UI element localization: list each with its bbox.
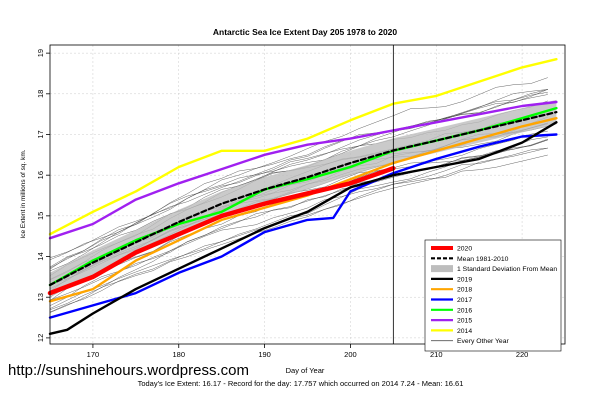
- legend: 2020 Mean 1981-2010 1 Standard Deviation F…: [424, 239, 562, 352]
- y-tick-label: 18: [36, 90, 45, 98]
- legend-label: 1 Standard Deviation From Mean: [457, 266, 557, 273]
- x-tick-label: 190: [258, 350, 271, 359]
- watermark-url: http://sunshinehours.wordpress.com: [8, 362, 249, 379]
- legend-label: 2015: [457, 318, 472, 325]
- x-tick-label: 170: [87, 350, 100, 359]
- x-tick-label: 210: [430, 350, 443, 359]
- legend-label: 2017: [457, 297, 472, 304]
- series-line-2017: [48, 133, 558, 319]
- every-other-year-line: [49, 89, 548, 268]
- legend-label: 2020: [457, 246, 472, 253]
- chart-title: Antarctic Sea Ice Extent Day 205 1978 to…: [213, 27, 398, 37]
- legend-swatch: [431, 265, 453, 273]
- legend-label: 2016: [457, 307, 472, 314]
- x-tick-label: 180: [172, 350, 185, 359]
- std-dev-band-area: [50, 99, 557, 298]
- y-axis-label: Ice Extent in millions of sq. km.: [20, 149, 27, 238]
- every-other-year-line: [49, 147, 548, 309]
- series-line-2015: [48, 100, 558, 240]
- y-tick-label: 16: [36, 171, 45, 179]
- std-dev-band: [50, 99, 557, 298]
- legend-label: Mean 1981-2010: [457, 256, 509, 263]
- y-axis-ticks: 12 13 14 15 16 17 18 19: [36, 49, 50, 342]
- series-lines: [47, 58, 558, 335]
- y-tick-label: 17: [36, 130, 45, 138]
- series-line-2019: [48, 121, 558, 335]
- y-tick-label: 12: [36, 334, 45, 342]
- x-tick-label: 200: [344, 350, 357, 359]
- every-other-year-line: [49, 138, 548, 301]
- legend-label: Every Other Year: [457, 338, 509, 345]
- legend-label: 2018: [457, 287, 472, 294]
- x-tick-label: 220: [516, 350, 529, 359]
- every-other-year-line: [49, 147, 548, 306]
- series-line-2014: [48, 58, 558, 236]
- every-other-year-line: [49, 91, 548, 272]
- legend-box: [424, 239, 562, 352]
- y-tick-label: 14: [36, 252, 45, 260]
- plot-frame: [49, 44, 566, 345]
- y-tick-label: 15: [36, 212, 45, 220]
- series-line-mean-1981-2010: [48, 110, 558, 287]
- every-other-year-line: [49, 154, 548, 313]
- series-line-2020: [47, 166, 396, 296]
- every-other-year-line: [49, 89, 548, 259]
- x-axis-ticks: 170 180 190 200 210 220: [87, 344, 529, 359]
- y-tick-label: 13: [36, 293, 45, 301]
- legend-label: 2014: [457, 328, 472, 335]
- legend-label: 2019: [457, 276, 472, 283]
- footer-summary: Today's Ice Extent: 16.17 - Record for t…: [137, 379, 464, 388]
- y-tick-label: 19: [36, 49, 45, 57]
- x-axis-label: Day of Year: [286, 366, 325, 375]
- grid-lines: [50, 45, 565, 344]
